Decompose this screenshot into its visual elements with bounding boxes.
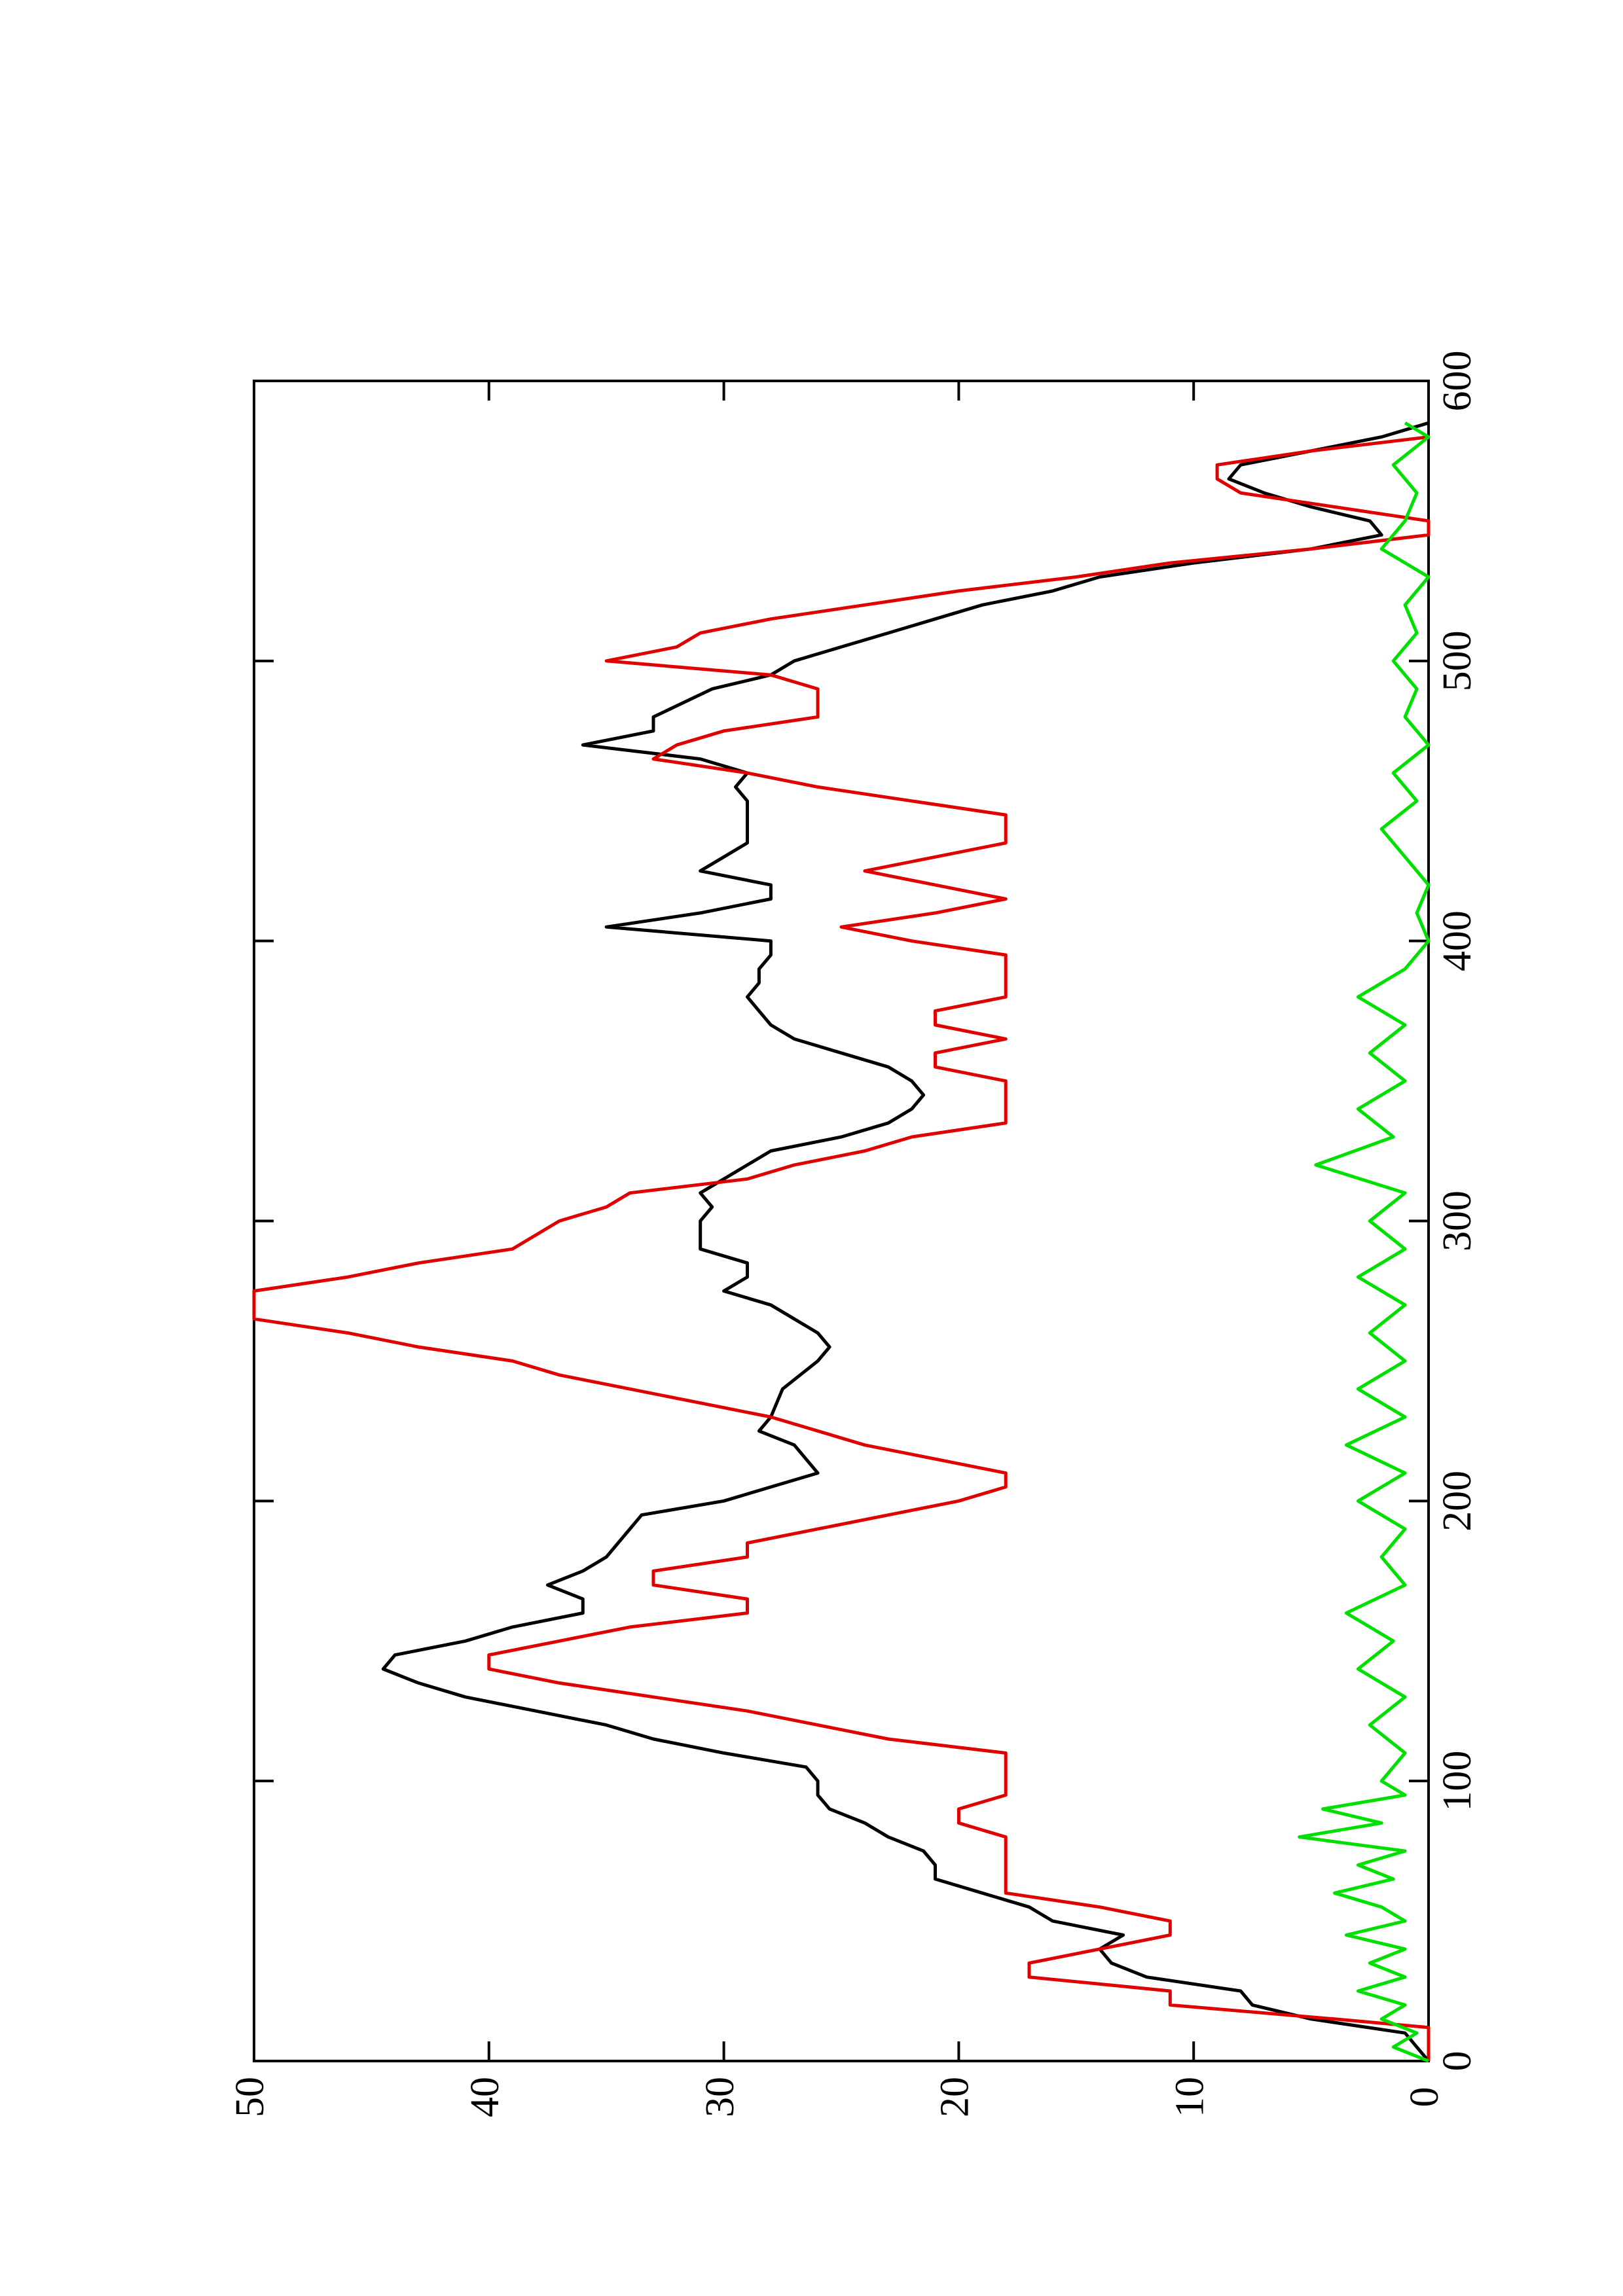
series-line	[381, 421, 1430, 2062]
y-tick-label: 50	[228, 2077, 272, 2117]
series-line	[1298, 422, 1431, 2063]
x-tick-label: 600	[1435, 351, 1480, 412]
y-tick-label: 0	[1402, 2087, 1447, 2108]
x-tick-label: 100	[1435, 1751, 1480, 1812]
x-tick-label: 500	[1435, 630, 1480, 691]
x-tick-label: 400	[1435, 910, 1480, 971]
y-tick-label: 30	[698, 2077, 742, 2117]
y-tick-label: 10	[1167, 2077, 1212, 2117]
x-tick-label: 200	[1435, 1471, 1480, 1532]
x-tick-label: 0	[1435, 2051, 1480, 2072]
y-tick-label: 20	[933, 2077, 977, 2117]
x-tick-label: 300	[1435, 1191, 1480, 1251]
y-tick-label: 40	[463, 2077, 507, 2117]
plot-frame	[253, 380, 1430, 2062]
series-line	[252, 435, 1431, 2061]
